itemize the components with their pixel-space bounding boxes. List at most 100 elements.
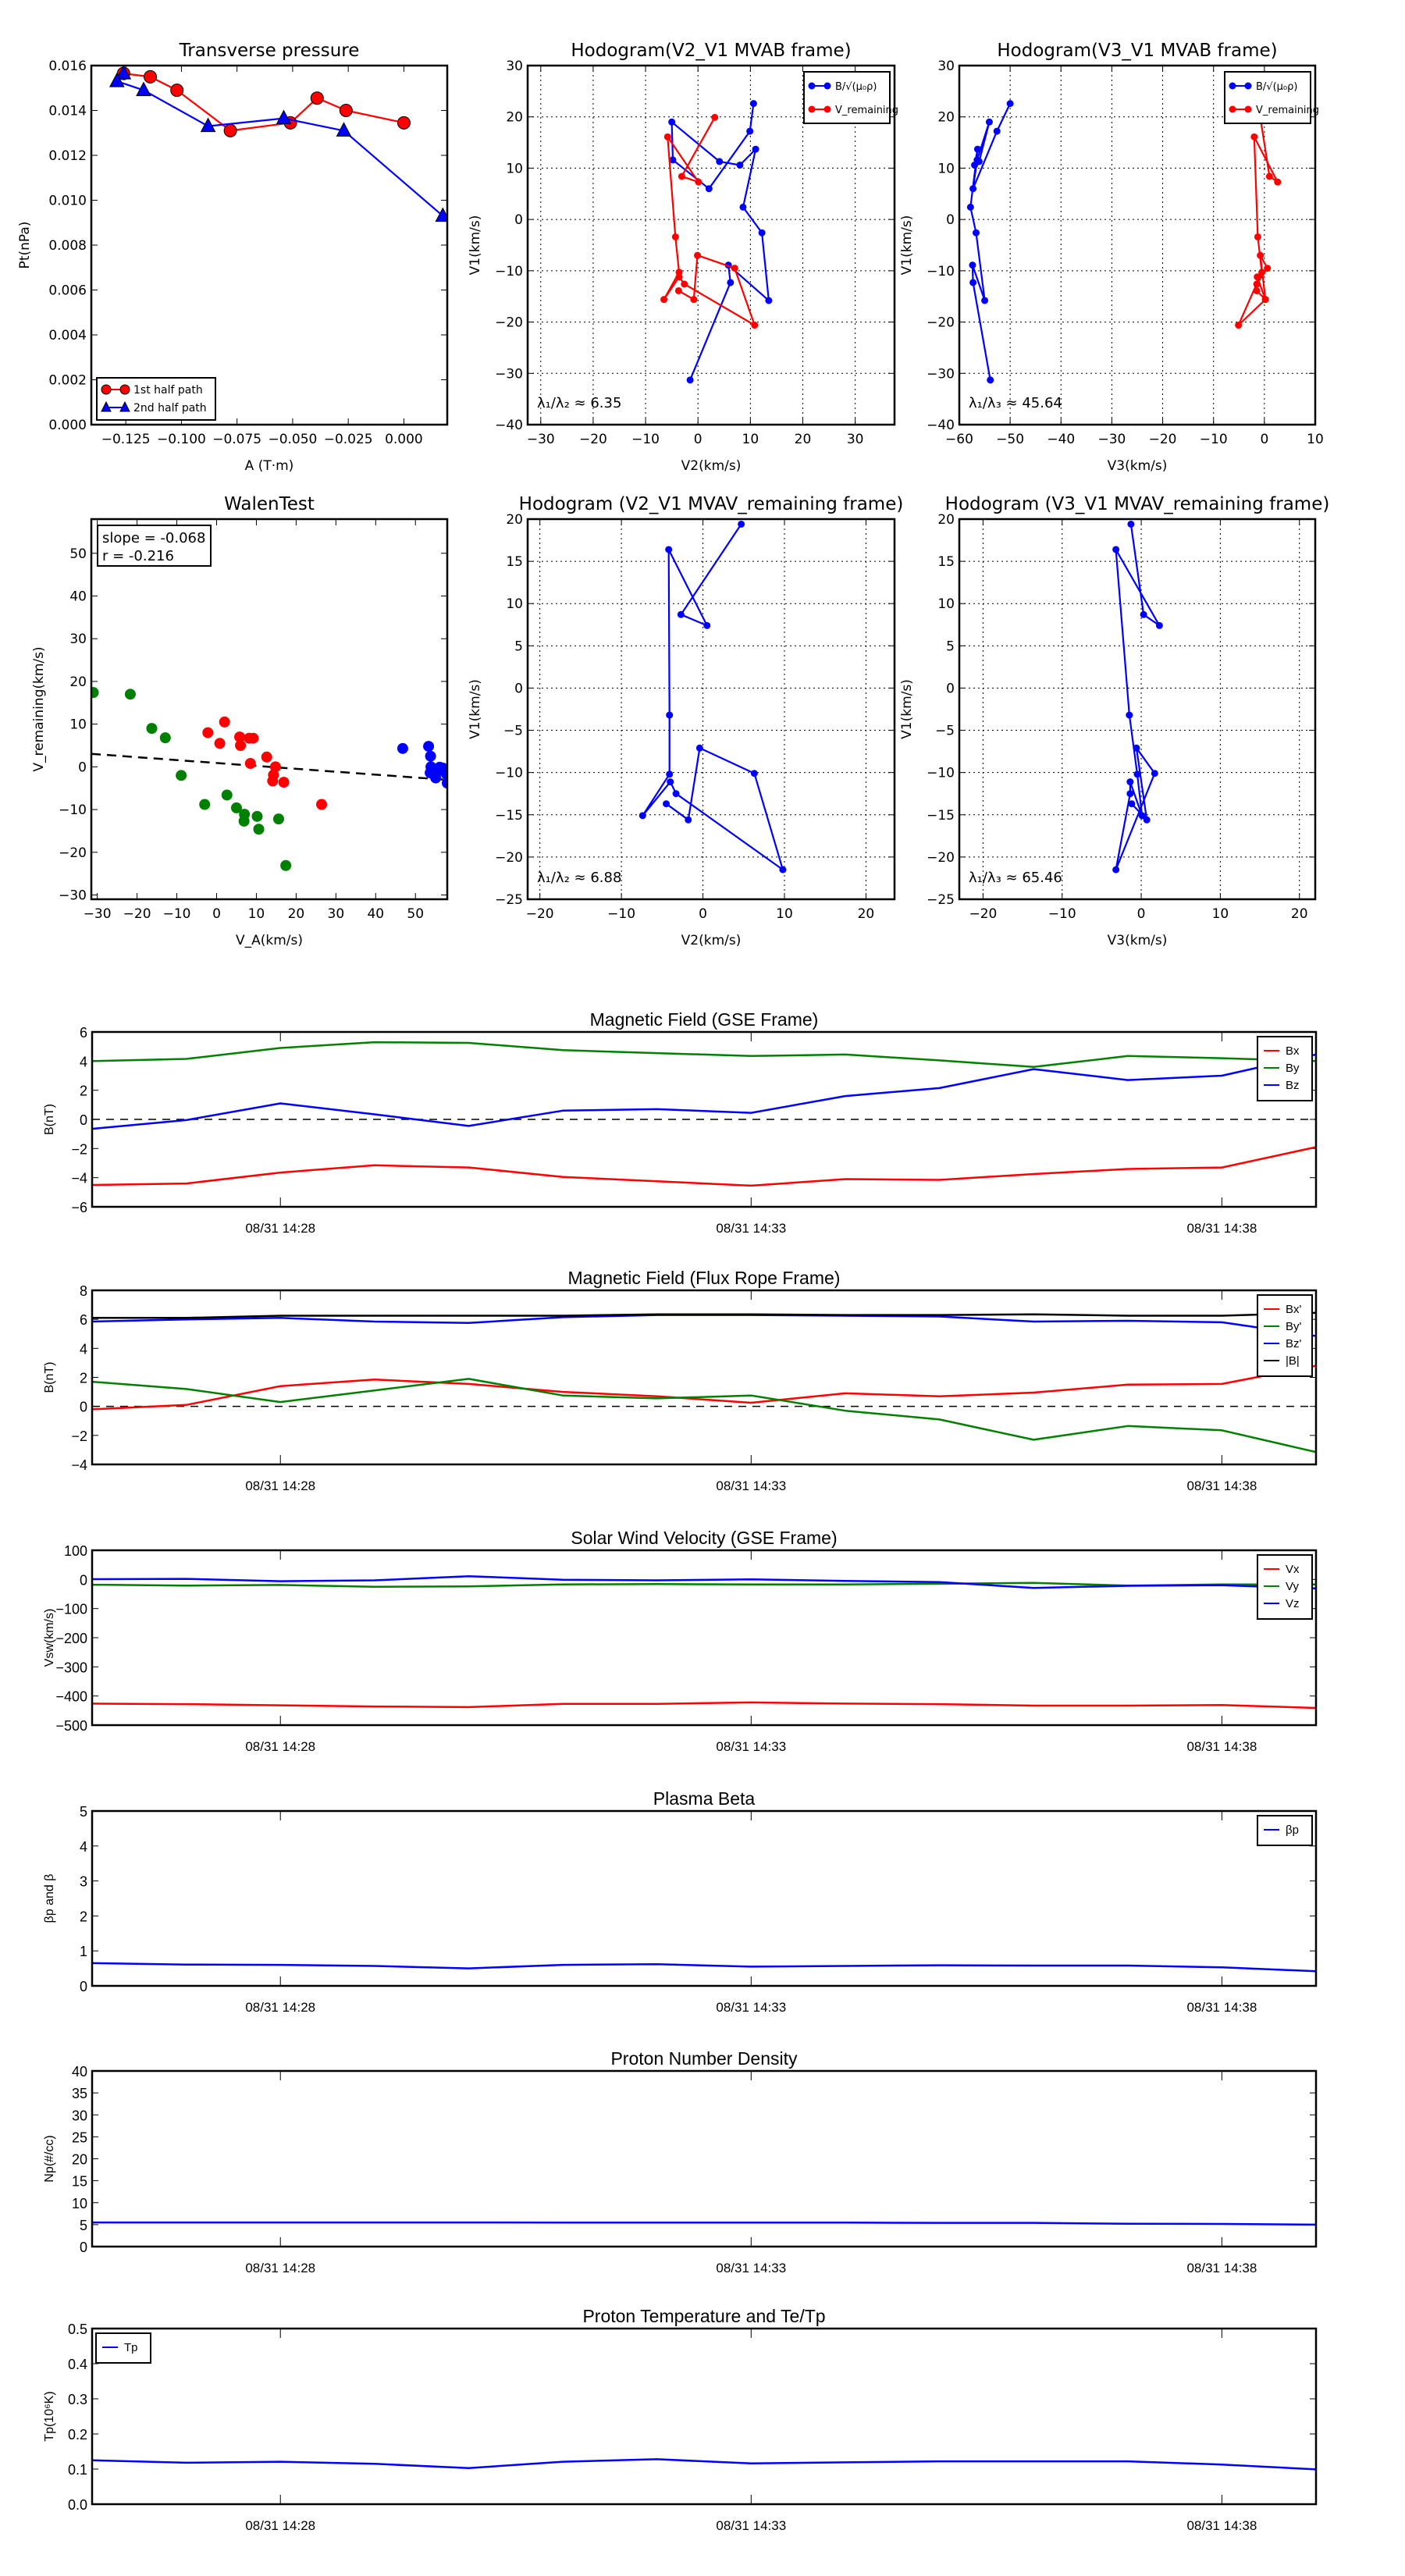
x-tick-label: −20 (579, 432, 607, 447)
x-tick-label: −0.075 (212, 432, 261, 447)
y-tick-label: −25 (495, 892, 523, 908)
legend-label: B/√(μ₀ρ) (835, 81, 877, 93)
x-tick-label: −0.025 (324, 432, 373, 447)
x-tick-label: 08/31 14:33 (716, 1478, 786, 1493)
series-line-By (92, 1041, 1316, 1069)
data-point-y (176, 770, 187, 781)
x-tick-label: −30 (84, 906, 112, 922)
x-tick-label: 08/31 14:33 (716, 2000, 786, 2015)
y-tick-label: 20 (506, 110, 523, 126)
chart-bgse: Magnetic Field (GSE Frame) 08/31 14:28 08/… (43, 1009, 1318, 1236)
y-tick-label: 2 (80, 1371, 87, 1386)
data-point (751, 322, 759, 329)
legend-box (803, 71, 891, 124)
y-tick-label: 0 (514, 212, 523, 228)
series-line-B (969, 103, 1012, 380)
y-tick-label: 0.5 (68, 2322, 87, 2337)
data-point (752, 145, 759, 153)
data-point (1143, 816, 1151, 824)
data-point-x (244, 757, 256, 769)
x-tick-label: 08/31 14:28 (245, 2518, 315, 2533)
legend-label: By (1286, 1062, 1300, 1075)
x-tick-label: −50 (996, 432, 1024, 447)
data-point (671, 233, 679, 240)
series-line-Np (92, 2221, 1316, 2226)
data-point-y (251, 810, 263, 822)
chart-title: Hodogram(V2_V1 MVAB frame) (571, 41, 851, 61)
y-tick-label: 30 (937, 59, 955, 74)
data-point (987, 376, 994, 384)
y-tick-label: 20 (72, 2152, 87, 2168)
x-tick-label: 08/31 14:38 (1186, 1221, 1257, 1236)
plot-frame (91, 2069, 1318, 2248)
y-tick-label: −40 (495, 418, 523, 433)
data-point (690, 296, 698, 304)
data-point (663, 133, 671, 141)
y-tick-label: 0.0 (68, 2497, 87, 2513)
legend-label: Tp (124, 2341, 138, 2354)
data-point (339, 104, 353, 117)
chart-title: Proton Temperature and Te/Tp (582, 2306, 825, 2326)
y-tick-label: −20 (495, 315, 523, 331)
data-point (765, 297, 773, 304)
data-point (973, 145, 981, 153)
data-point (738, 520, 745, 528)
y-tick-label: 15 (506, 554, 523, 570)
y-axis-label: B(nT) (43, 1104, 56, 1135)
data-point (1235, 322, 1243, 329)
data-point (1127, 520, 1135, 528)
x-tick-label: 10 (742, 432, 759, 447)
data-point (750, 770, 758, 777)
y-tick-label: 0 (514, 681, 523, 696)
data-point (1258, 269, 1266, 276)
data-point-y (91, 687, 99, 699)
y-tick-label: −10 (59, 802, 87, 818)
data-point (667, 778, 674, 786)
chart-title: WalenTest (224, 494, 315, 514)
y-tick-label: 0 (946, 681, 955, 696)
y-tick-label: 0.010 (48, 194, 87, 209)
data-point-z (397, 742, 408, 754)
data-point (660, 296, 668, 304)
data-point-y (280, 859, 292, 871)
y-tick-label: 15 (72, 2174, 87, 2190)
y-tick-label: 5 (80, 1804, 87, 1820)
x-tick-label: 30 (847, 432, 864, 447)
x-tick-label: 08/31 14:33 (716, 1221, 786, 1236)
y-tick-label: −400 (55, 1689, 87, 1705)
y-tick-label: 8 (80, 1283, 87, 1299)
data-point-x (219, 716, 230, 728)
legend-label: By' (1286, 1320, 1302, 1333)
data-point-y (230, 802, 242, 813)
data-point-x (247, 732, 259, 744)
series-line-2ndhalfpath (116, 73, 444, 217)
data-point (666, 770, 674, 778)
data-point (136, 81, 151, 97)
data-point-x (234, 731, 246, 743)
y-tick-label: 0.2 (68, 2427, 87, 2443)
data-point (703, 621, 711, 629)
plot-frame (958, 64, 1317, 426)
data-point-y (238, 815, 250, 827)
data-point (1138, 812, 1146, 820)
data-point (993, 127, 1001, 135)
data-point-y (124, 688, 136, 700)
plot-frame (91, 1549, 1318, 1727)
plot-frame (526, 518, 896, 901)
x-tick-label: 0.000 (385, 432, 423, 447)
y-tick-label: 6 (80, 1312, 87, 1328)
x-tick-label: −10 (1048, 906, 1076, 922)
y-tick-label: −2 (71, 1429, 87, 1444)
x-tick-label: 0 (1137, 906, 1146, 922)
y-tick-label: −5 (503, 724, 523, 739)
y-tick-label: 35 (72, 2086, 87, 2101)
x-tick-label: 08/31 14:33 (716, 2261, 786, 2275)
series-line-p (92, 1962, 1316, 1973)
y-tick-label: 0 (80, 1572, 87, 1588)
stats-line: slope = -0.068 (102, 530, 205, 546)
x-tick-label: 08/31 14:28 (245, 2000, 315, 2015)
x-tick-label: 08/31 14:28 (245, 1221, 315, 1236)
data-point (669, 156, 677, 164)
x-tick-label: 40 (367, 906, 384, 922)
y-tick-label: −10 (927, 766, 955, 781)
